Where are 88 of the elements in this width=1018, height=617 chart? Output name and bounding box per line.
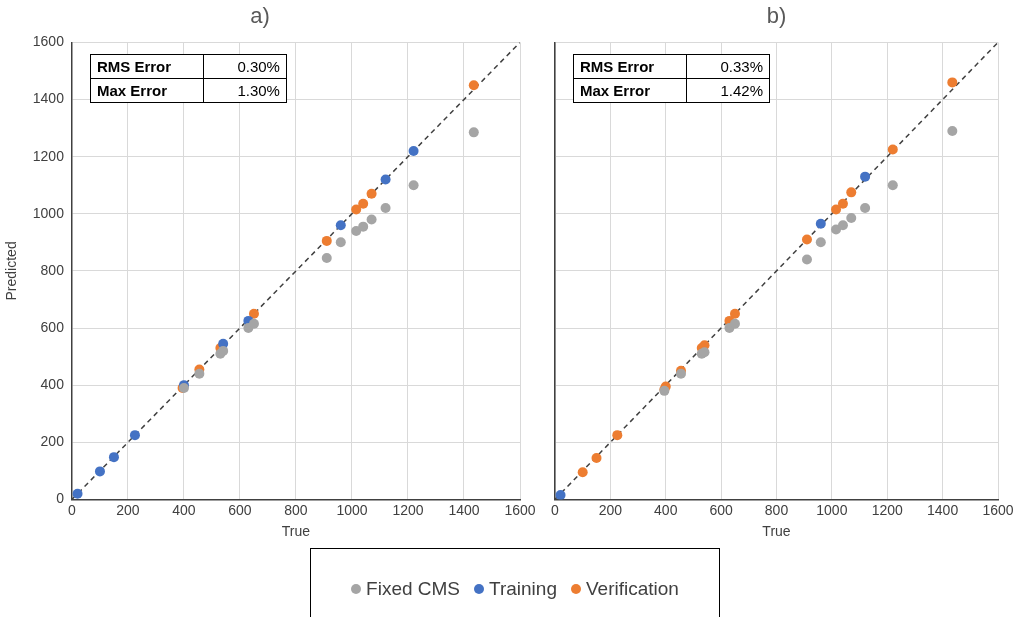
point [366, 188, 377, 199]
point [380, 174, 391, 185]
x-tick-label: 1400 [927, 501, 959, 518]
x-tick-label: 1000 [816, 501, 848, 518]
point [815, 218, 826, 229]
point [846, 187, 857, 198]
x-tick-label: 1200 [871, 501, 904, 518]
x-tick-label: 600 [228, 501, 252, 518]
point [358, 221, 369, 232]
annotation: 0.30% [203, 54, 287, 79]
point [860, 171, 871, 182]
point [194, 368, 205, 379]
y-axis-title: Predicted [3, 241, 20, 301]
point [129, 430, 140, 441]
point [408, 145, 419, 156]
annotation: 1.42% [686, 78, 770, 103]
x-tick-label: 0 [551, 501, 560, 518]
point [358, 198, 369, 209]
point [831, 224, 842, 235]
point [947, 77, 958, 88]
point [366, 214, 377, 225]
point [846, 213, 857, 224]
point [801, 254, 812, 265]
chart-title: a) [250, 3, 270, 29]
x-tick-label: 600 [709, 501, 734, 518]
y-tick-label: 200 [40, 433, 65, 450]
annotation: 1.30% [203, 78, 287, 103]
x-tick-label: 400 [172, 501, 196, 518]
point [947, 125, 958, 136]
point [860, 203, 871, 214]
point [887, 144, 898, 155]
point [729, 318, 740, 329]
point [837, 198, 848, 209]
point [351, 225, 362, 236]
x-tick-label: 1600 [504, 501, 536, 518]
x-tick-label: 1000 [336, 501, 368, 518]
point [94, 466, 105, 477]
annotation: Max Error [573, 78, 687, 103]
point [729, 308, 740, 319]
point [335, 220, 346, 231]
point [801, 234, 812, 245]
point [612, 430, 623, 441]
point [72, 488, 83, 499]
legend-label: Verification [585, 578, 679, 600]
y-tick-label: 1600 [32, 33, 65, 50]
point [321, 253, 332, 264]
point [468, 80, 479, 91]
y-tick-label: 800 [40, 261, 65, 278]
annotation: RMS Error [573, 54, 687, 79]
point [837, 220, 848, 231]
x-axis-title: True [762, 523, 791, 540]
y-tick-label: 600 [40, 318, 65, 335]
point [577, 467, 588, 478]
point [815, 237, 826, 248]
y-tick-label: 1000 [32, 204, 65, 221]
x-tick-label: 200 [598, 501, 623, 518]
point [248, 318, 259, 329]
y-tick-label: 400 [40, 376, 65, 393]
x-tick-label: 1200 [392, 501, 424, 518]
point [248, 308, 259, 319]
point [108, 452, 119, 463]
point [887, 180, 898, 191]
point [335, 237, 346, 248]
point [408, 180, 419, 191]
point [591, 452, 602, 463]
y-tick-label: 1400 [32, 90, 65, 107]
point [380, 203, 391, 214]
annotation: 0.33% [686, 54, 770, 79]
point [351, 204, 362, 215]
y-tick-label: 0 [56, 490, 65, 507]
x-tick-label: 0 [68, 501, 77, 518]
x-tick-label: 800 [284, 501, 308, 518]
x-tick-label: 200 [116, 501, 140, 518]
y-tick-label: 1200 [32, 147, 65, 164]
point [831, 204, 842, 215]
legend-label: Training [489, 578, 557, 600]
x-axis-title: True [281, 523, 311, 540]
point [321, 235, 332, 246]
point [555, 490, 566, 500]
x-tick-label: 400 [654, 501, 678, 518]
chart-title: b) [766, 3, 787, 29]
x-tick-label: 800 [764, 501, 789, 518]
annotation: Max Error [90, 78, 204, 103]
x-tick-label: 1400 [448, 501, 480, 518]
annotation: RMS Error [90, 54, 204, 79]
legend-label: Fixed CMS [366, 578, 461, 600]
x-tick-label: 1600 [982, 501, 1014, 518]
point [468, 127, 479, 138]
